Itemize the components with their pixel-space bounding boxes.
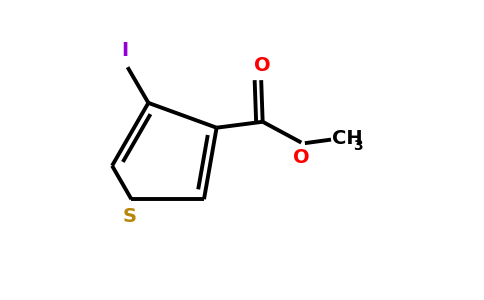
- Text: I: I: [121, 41, 128, 60]
- Text: CH: CH: [332, 129, 362, 148]
- Text: O: O: [255, 56, 271, 75]
- Text: S: S: [123, 207, 137, 226]
- Text: 3: 3: [353, 139, 363, 152]
- Text: O: O: [293, 148, 310, 167]
